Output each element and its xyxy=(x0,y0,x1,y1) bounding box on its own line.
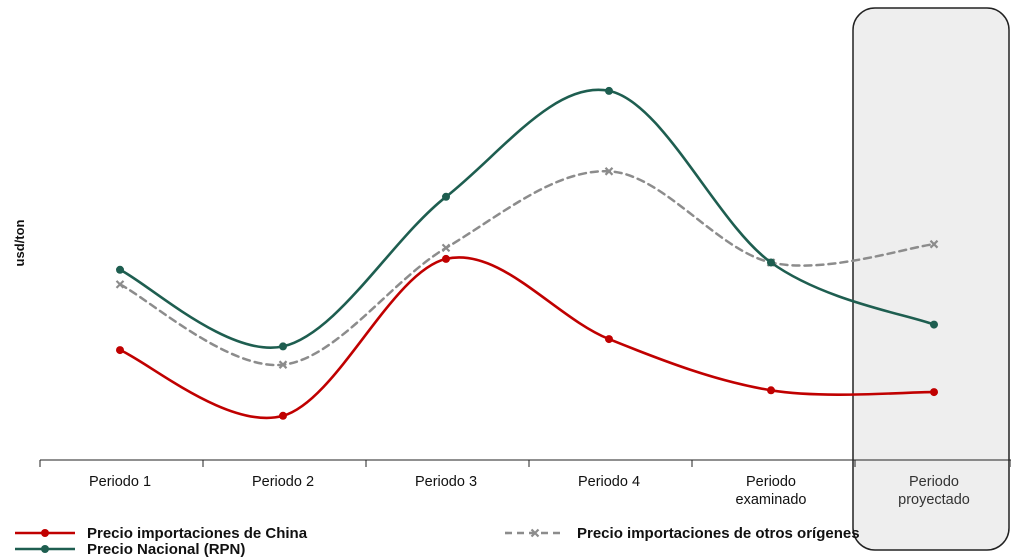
data-point xyxy=(929,239,939,249)
x-tick-label: Periodo 1 xyxy=(89,474,151,490)
data-point xyxy=(930,320,938,329)
data-point xyxy=(279,342,287,351)
x-tick-label: Periodo 2 xyxy=(252,474,314,490)
series-line xyxy=(118,88,936,350)
x-tick-label: Periodo proyectado xyxy=(898,474,970,508)
data-point xyxy=(930,388,938,397)
legend-label: Precio importaciones de otros orígenes xyxy=(577,525,860,542)
data-point xyxy=(605,335,613,344)
x-axis-ticks: Periodo 1 Periodo 2 Periodo 3 Periodo 4 Peri… xyxy=(39,460,1011,508)
x-tick-label: Periodo 3 xyxy=(415,474,477,490)
data-point xyxy=(767,258,775,267)
x-tick-label: Periodo examinado xyxy=(736,474,807,508)
legend-label: Precio importaciones de China xyxy=(87,525,308,542)
data-point xyxy=(605,86,613,95)
data-point xyxy=(767,386,775,395)
series-group xyxy=(115,86,939,420)
data-point xyxy=(442,192,450,201)
data-point xyxy=(604,167,614,176)
legend-label: Precio Nacional (RPN) xyxy=(87,541,245,558)
data-point xyxy=(116,265,124,274)
data-point xyxy=(279,411,287,420)
data-point xyxy=(441,243,451,253)
legend: Precio importaciones de China Precio impo… xyxy=(15,525,860,558)
legend-marker xyxy=(41,529,49,537)
series-line xyxy=(118,256,936,420)
data-point xyxy=(116,346,124,355)
x-tick-label: Periodo 4 xyxy=(578,474,640,490)
data-point xyxy=(442,254,450,263)
data-point xyxy=(278,360,288,369)
legend-marker xyxy=(41,545,49,553)
data-point xyxy=(115,280,125,289)
series-line xyxy=(118,170,936,367)
legend-marker xyxy=(530,528,540,538)
y-axis-label: usd/ton xyxy=(12,219,27,266)
projection-highlight-box xyxy=(852,7,1010,551)
